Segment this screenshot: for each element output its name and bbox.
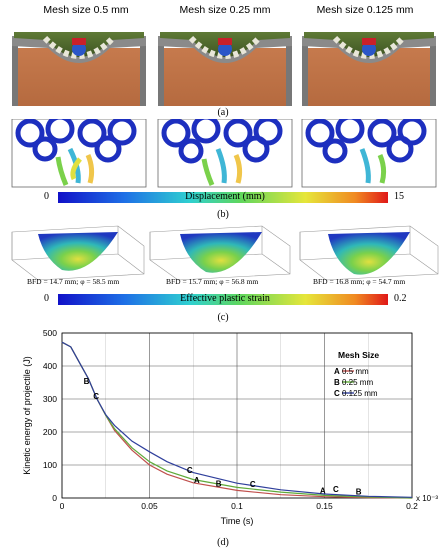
axis-ticks: 0 0.05 0.1 0.15 0.2 0 100 200 300 400 500	[43, 328, 418, 511]
target-block-mesh-0-5	[12, 32, 146, 106]
y-tick-label: 300	[43, 394, 57, 404]
series-lines	[61, 341, 413, 499]
x-tick-label: 0.2	[406, 501, 418, 511]
target-block-images	[12, 32, 436, 106]
series-marker-label: C	[93, 392, 99, 401]
displacement-colorbar-title: Displacement (mm)	[185, 191, 265, 202]
displacement-images	[11, 119, 437, 188]
x-tick-label: 0	[60, 501, 65, 511]
y-tick-label: 100	[43, 460, 57, 470]
legend-marker: A	[334, 367, 340, 376]
y-tick-label: 500	[43, 328, 57, 338]
series-marker-label: A	[320, 486, 326, 495]
displacement-image-3	[301, 119, 437, 188]
series-line-C	[61, 341, 413, 498]
plastic-strain-image-2	[149, 225, 291, 281]
y-tick-label: 400	[43, 361, 57, 371]
y-tick-label: 200	[43, 427, 57, 437]
plastic-strain-image-3	[299, 225, 439, 281]
displacement-image-1	[11, 119, 147, 188]
displacement-min: 0	[44, 191, 49, 202]
y-tick-label: 0	[52, 493, 57, 503]
panel-d-label: (d)	[217, 537, 229, 548]
displacement-colorbar	[58, 192, 388, 203]
mesh-title-0-5: Mesh size 0.5 mm	[43, 4, 129, 16]
x-tick-label: 0.15	[316, 501, 333, 511]
legend-entry: 0.25 mm	[342, 378, 373, 387]
legend-entry: 0.125 mm	[342, 389, 378, 398]
mesh-title-0-25: Mesh size 0.25 mm	[179, 4, 271, 16]
bfd-label-2: BFD = 15.7 mm; φ = 56.8 mm	[166, 277, 259, 286]
plastic-strain-min: 0	[44, 293, 49, 304]
legend-marker: B	[334, 378, 340, 387]
mesh-title-0-125: Mesh size 0.125 mm	[316, 4, 414, 16]
legend: Mesh Size A 0.5 mmB 0.25 mmC 0.125 mm	[334, 350, 379, 398]
plastic-strain-images	[11, 225, 439, 281]
x-axis-label: Time (s)	[221, 516, 254, 526]
legend-title: Mesh Size	[338, 350, 379, 360]
series-marker-label: B	[216, 479, 222, 488]
panel-a-label: (a)	[217, 107, 229, 118]
panel-b-label: (b)	[217, 209, 229, 220]
series-marker-label: B	[84, 377, 90, 386]
series-marker-label: B	[356, 487, 362, 496]
plastic-strain-max: 0.2	[394, 293, 407, 304]
series-marker-label: C	[187, 466, 193, 475]
y-axis-label: Kinetic energy of projectile (J)	[22, 356, 32, 475]
plastic-strain-colorbar	[58, 294, 388, 305]
plastic-strain-colorbar-title: Effective plastic strain	[180, 293, 270, 304]
displacement-image-2	[157, 119, 293, 188]
bfd-label-3: BFD = 16.8 mm; φ = 54.7 mm	[313, 277, 406, 286]
target-block-mesh-0-125	[302, 32, 436, 106]
panel-c-label: (c)	[217, 312, 229, 323]
series-marker-label: C	[250, 480, 256, 489]
series-marker-label: A	[194, 476, 200, 485]
series-marker-label: C	[333, 485, 339, 494]
x-axis-multiplier: x 10⁻³	[416, 494, 438, 503]
legend-entry: 0.5 mm	[342, 367, 369, 376]
plot-frame	[61, 332, 413, 499]
legend-marker: C	[334, 389, 340, 398]
x-tick-label: 0.05	[141, 501, 158, 511]
x-tick-label: 0.1	[231, 501, 243, 511]
bfd-label-1: BFD = 14.7 mm; φ = 58.5 mm	[27, 277, 120, 286]
target-block-mesh-0-25	[158, 32, 292, 106]
displacement-max: 15	[394, 191, 404, 202]
plastic-strain-image-1	[11, 225, 145, 281]
